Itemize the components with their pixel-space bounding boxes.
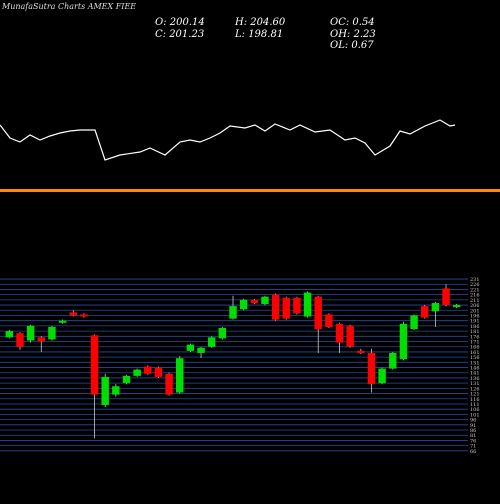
candle-body (48, 326, 56, 340)
candle-body (303, 292, 312, 317)
candle-body (442, 288, 450, 306)
stat: OL: 0.67 (330, 40, 374, 51)
candle-body (26, 325, 35, 341)
stat: O: 200.14 (155, 17, 205, 28)
candle-body (250, 299, 259, 303)
stat: H: 204.60 (234, 17, 286, 28)
candle-body (293, 297, 301, 314)
y-tick-label: 226 (470, 282, 480, 288)
candle-body (5, 331, 14, 338)
y-tick-label: 106 (470, 407, 480, 413)
stat: OC: 0.54 (330, 17, 375, 28)
candle-body (335, 323, 344, 343)
y-tick-label: 76 (470, 438, 476, 444)
chart-title: MunafaSutra Charts AMEX FIEE (1, 2, 136, 11)
candle-body (239, 299, 248, 310)
candle-body (367, 352, 376, 385)
candle-body (186, 344, 195, 351)
candle-body (282, 297, 290, 319)
candle-body (165, 373, 173, 395)
candle-body (112, 386, 120, 395)
y-tick-label: 191 (470, 319, 480, 325)
candle-body (378, 368, 386, 384)
y-tick-label: 101 (470, 412, 480, 418)
y-tick-label: 146 (470, 366, 480, 372)
y-tick-label: 216 (470, 293, 480, 299)
candle-body (399, 323, 408, 360)
candle-body (197, 347, 205, 353)
candle-body (37, 337, 46, 342)
line (0, 119, 456, 161)
candle-body (207, 337, 216, 347)
candle-body (144, 366, 152, 374)
candle-body (16, 333, 24, 347)
candle-body (229, 306, 237, 319)
candle-body (90, 335, 99, 395)
candle-body (261, 296, 269, 305)
y-tick-label: 231 (470, 277, 480, 283)
stat: C: 201.23 (155, 29, 204, 40)
separator (0, 189, 500, 192)
y-tick-label: 176 (470, 334, 480, 340)
y-tick-label: 81 (470, 433, 476, 439)
candle-body (122, 375, 131, 384)
candle-body (346, 325, 354, 347)
y-tick-label: 161 (470, 350, 480, 356)
y-tick-label: 221 (470, 287, 480, 293)
candle-body (154, 367, 163, 377)
candle-body (325, 314, 333, 327)
candle-body (357, 350, 365, 353)
y-tick-label: 196 (470, 313, 480, 319)
y-tick-label: 86 (470, 428, 476, 434)
y-tick-label: 91 (470, 423, 476, 429)
stat: L: 198.81 (234, 29, 283, 40)
y-tick-label: 166 (470, 345, 480, 351)
y-tick-label: 116 (470, 397, 480, 403)
y-tick-label: 71 (470, 444, 476, 450)
y-tick-label: 66 (470, 449, 476, 455)
y-tick-label: 111 (470, 402, 480, 408)
y-tick-label: 141 (470, 371, 480, 377)
y-tick-label: 126 (470, 386, 480, 392)
y-tick-label: 156 (470, 355, 480, 361)
y-tick-label: 186 (470, 324, 480, 330)
y-tick-label: 151 (470, 360, 480, 366)
y-tick-label: 121 (470, 392, 480, 398)
candle-body (452, 305, 461, 308)
y-tick-label: 136 (470, 376, 480, 382)
candle-body (431, 302, 440, 312)
y-tick-label: 96 (470, 418, 476, 424)
y-tick-label: 206 (470, 303, 480, 309)
candle-body (101, 376, 109, 406)
candle-body (271, 294, 280, 320)
y-tick-label: 181 (470, 329, 480, 335)
candle-body (133, 369, 141, 376)
candle-body (420, 306, 429, 318)
y-tick-label: 131 (470, 381, 480, 387)
candle-body (218, 327, 227, 339)
candle-body (389, 352, 397, 369)
stat: OH: 2.23 (330, 29, 376, 40)
candle-body (80, 314, 88, 317)
y-tick-label: 211 (470, 298, 480, 304)
y-tick-label: 201 (470, 308, 480, 314)
candle-body (58, 320, 67, 323)
candle-body (314, 296, 322, 330)
candle-body (176, 358, 184, 393)
candle-body (69, 312, 77, 316)
candle-body (410, 315, 418, 330)
y-tick-label: 171 (470, 340, 480, 346)
